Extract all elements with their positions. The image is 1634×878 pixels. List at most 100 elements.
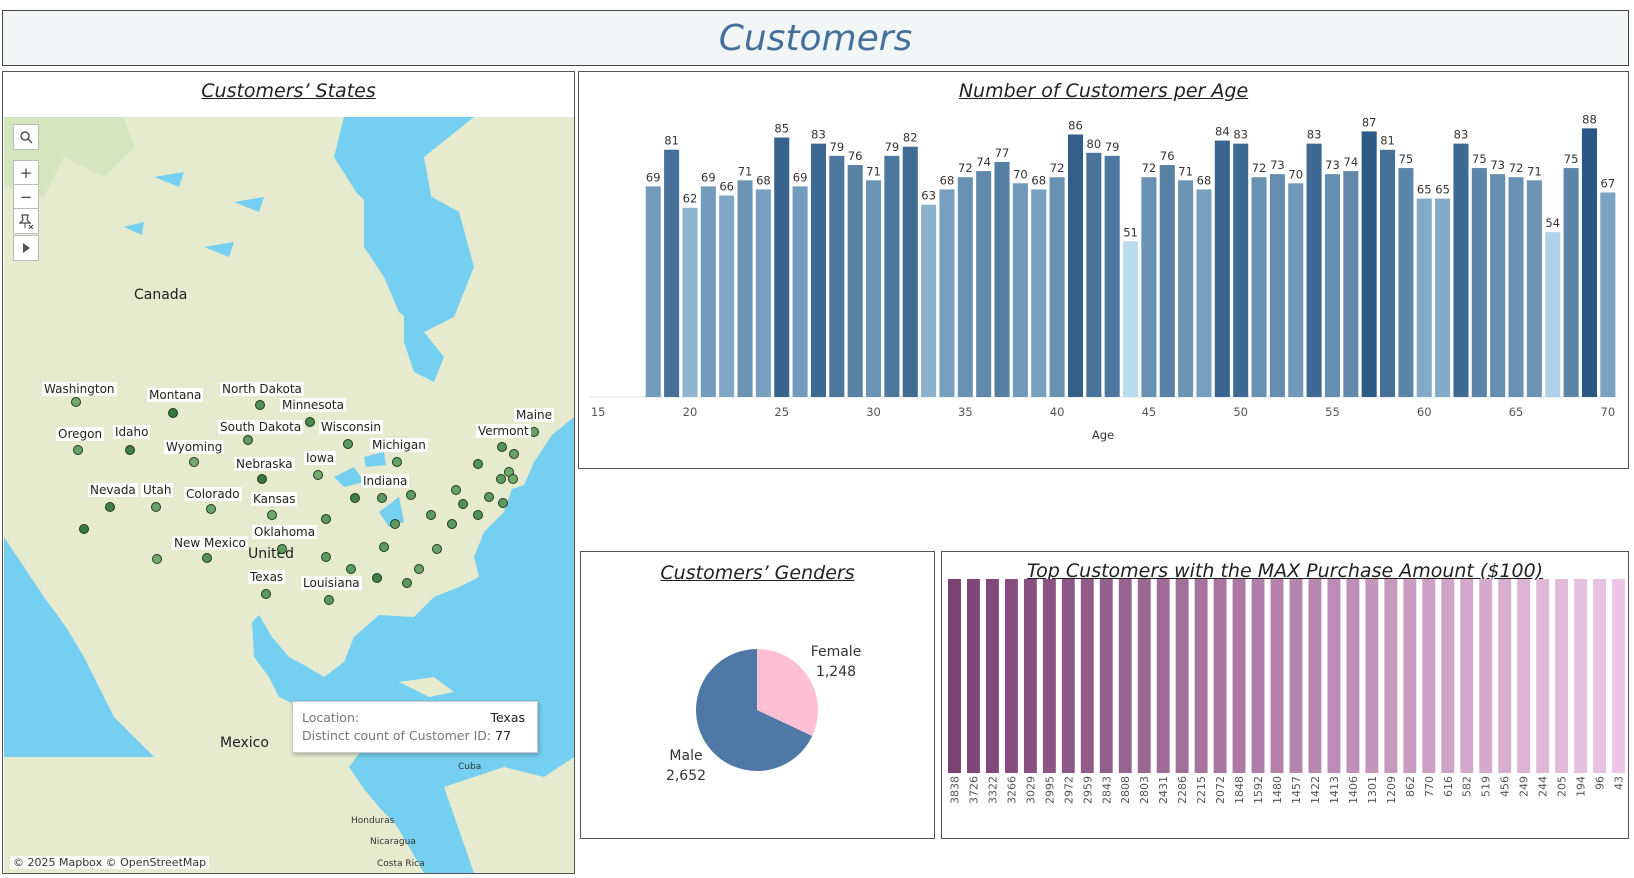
age-bar[interactable] xyxy=(755,189,771,397)
state-marker[interactable] xyxy=(206,504,216,514)
state-marker[interactable] xyxy=(202,553,212,563)
age-bar[interactable] xyxy=(1104,155,1120,397)
state-marker[interactable] xyxy=(313,470,323,480)
age-bar[interactable] xyxy=(1526,180,1542,397)
map-area[interactable]: Canada United Mexico Cuba Honduras Nicar… xyxy=(4,117,574,873)
top-customer-bar[interactable] xyxy=(1346,579,1360,773)
age-bar[interactable] xyxy=(1380,149,1396,397)
top-customer-bar[interactable] xyxy=(1270,579,1284,773)
state-marker[interactable] xyxy=(473,510,483,520)
top-customer-bar[interactable] xyxy=(1612,579,1625,773)
state-marker[interactable] xyxy=(261,589,271,599)
age-bar[interactable] xyxy=(1398,168,1414,397)
top-customer-bar[interactable] xyxy=(1080,579,1094,773)
top-customer-bar[interactable] xyxy=(1498,579,1512,773)
state-marker[interactable] xyxy=(350,493,360,503)
state-marker[interactable] xyxy=(498,498,508,508)
top-customer-bar[interactable] xyxy=(1384,579,1398,773)
age-bar[interactable] xyxy=(829,155,845,397)
top-customer-bar[interactable] xyxy=(1327,579,1341,773)
state-marker[interactable] xyxy=(257,474,267,484)
age-bar[interactable] xyxy=(921,204,937,397)
top-customer-bar[interactable] xyxy=(948,579,961,773)
top-customer-bar[interactable] xyxy=(1042,579,1056,773)
age-bar[interactable] xyxy=(737,180,753,397)
top-customer-bar[interactable] xyxy=(1118,579,1132,773)
state-marker[interactable] xyxy=(414,564,424,574)
map-pin-button[interactable] xyxy=(13,208,39,234)
top-customer-bar[interactable] xyxy=(1213,579,1227,773)
state-marker[interactable] xyxy=(508,474,518,484)
top-customer-bar[interactable] xyxy=(1023,579,1037,773)
age-bar[interactable] xyxy=(1031,189,1047,397)
state-marker[interactable] xyxy=(321,552,331,562)
state-marker[interactable] xyxy=(79,524,89,534)
age-bar[interactable] xyxy=(939,189,955,397)
age-bar[interactable] xyxy=(902,146,918,397)
pie-slice-male[interactable] xyxy=(696,649,813,771)
age-bar[interactable] xyxy=(1288,183,1304,397)
age-bar[interactable] xyxy=(1159,165,1175,397)
top-customer-bar[interactable] xyxy=(1479,579,1493,773)
age-bar[interactable] xyxy=(1490,174,1506,397)
top-customer-bar[interactable] xyxy=(1460,579,1474,773)
state-marker[interactable] xyxy=(346,564,356,574)
age-bar[interactable] xyxy=(1214,140,1230,397)
age-bar[interactable] xyxy=(774,137,790,397)
state-marker[interactable] xyxy=(484,492,494,502)
age-bar[interactable] xyxy=(1324,174,1340,397)
state-marker[interactable] xyxy=(406,490,416,500)
state-marker[interactable] xyxy=(343,439,353,449)
age-bar[interactable] xyxy=(1508,177,1524,397)
top-customer-bar[interactable] xyxy=(1175,579,1189,773)
top-customer-bar[interactable] xyxy=(1574,579,1588,773)
age-bar[interactable] xyxy=(682,207,698,397)
map-zoom-in-button[interactable]: + xyxy=(13,160,39,186)
state-marker[interactable] xyxy=(168,408,178,418)
state-marker[interactable] xyxy=(277,544,287,554)
state-marker[interactable] xyxy=(392,457,402,467)
state-marker[interactable] xyxy=(451,485,461,495)
top-customer-bar[interactable] xyxy=(985,579,999,773)
map-zoom-out-button[interactable]: − xyxy=(13,184,39,210)
state-marker[interactable] xyxy=(73,445,83,455)
age-bar[interactable] xyxy=(1086,152,1102,397)
top-customer-bar[interactable] xyxy=(1517,579,1531,773)
top-customer-bar[interactable] xyxy=(1232,579,1246,773)
age-bar[interactable] xyxy=(1067,134,1083,397)
age-bar[interactable] xyxy=(1233,143,1249,397)
top-customer-bar[interactable] xyxy=(1156,579,1170,773)
age-bar[interactable] xyxy=(1178,180,1194,397)
state-marker[interactable] xyxy=(377,493,387,503)
age-bar[interactable] xyxy=(1049,177,1065,397)
age-bar[interactable] xyxy=(810,143,826,397)
state-marker[interactable] xyxy=(432,544,442,554)
pie-slice-female[interactable] xyxy=(757,649,818,736)
top-customer-bar[interactable] xyxy=(1061,579,1075,773)
top-customer-bar[interactable] xyxy=(1251,579,1265,773)
state-marker[interactable] xyxy=(497,442,507,452)
age-bar[interactable] xyxy=(1343,171,1359,397)
top-customer-bar[interactable] xyxy=(1536,579,1550,773)
age-bar[interactable] xyxy=(976,171,992,397)
top-customer-bar[interactable] xyxy=(1308,579,1322,773)
state-marker[interactable] xyxy=(71,397,81,407)
top-customer-bar[interactable] xyxy=(967,579,980,773)
age-bar[interactable] xyxy=(1435,198,1451,397)
age-bar[interactable] xyxy=(1581,128,1597,398)
state-marker[interactable] xyxy=(243,435,253,445)
age-bar[interactable] xyxy=(847,165,863,397)
state-marker[interactable] xyxy=(529,427,539,437)
age-bar[interactable] xyxy=(1123,241,1139,397)
age-bar[interactable] xyxy=(1416,198,1432,397)
map-search-button[interactable] xyxy=(13,124,39,150)
top-customer-bar[interactable] xyxy=(1365,579,1379,773)
age-bar[interactable] xyxy=(1361,131,1377,397)
state-marker[interactable] xyxy=(255,400,265,410)
top-customer-bar[interactable] xyxy=(1099,579,1113,773)
state-marker[interactable] xyxy=(379,542,389,552)
top-customer-bar[interactable] xyxy=(1004,579,1018,773)
age-bar[interactable] xyxy=(1600,192,1616,397)
state-marker[interactable] xyxy=(473,459,483,469)
state-marker[interactable] xyxy=(372,573,382,583)
